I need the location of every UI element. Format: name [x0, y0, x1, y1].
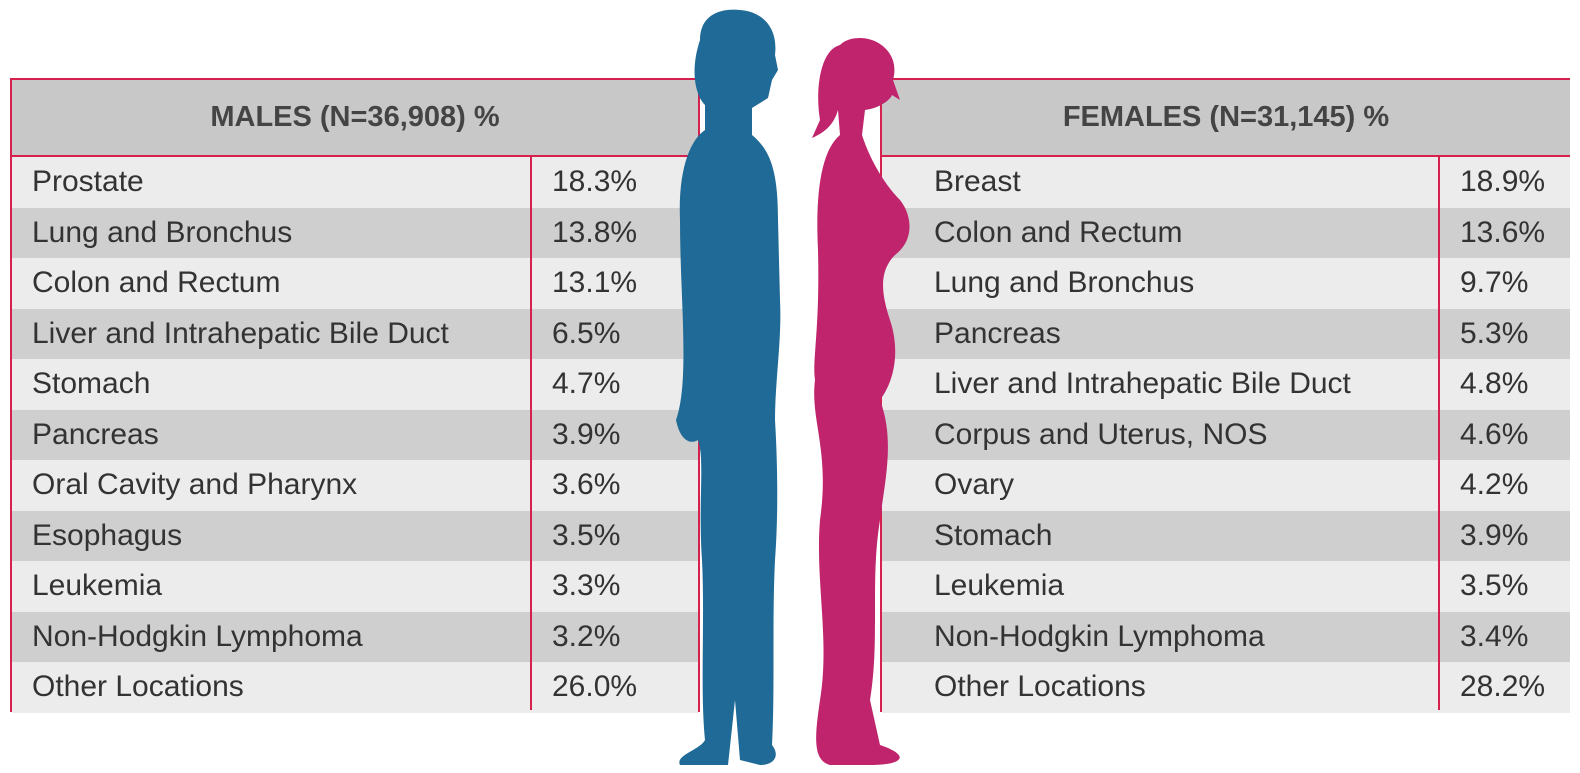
table-row: Pancreas 3.9%: [12, 409, 698, 460]
table-row: Leukemia 3.3%: [12, 561, 698, 612]
table-row: Lung and Bronchus 13.8%: [12, 207, 698, 258]
table-header: MALES (N=36,908) %: [12, 80, 698, 157]
row-label: Esophagus: [32, 518, 183, 552]
row-label: Pancreas: [934, 316, 1061, 350]
row-value: 18.9%: [1460, 165, 1546, 199]
row-value: 3.4%: [1460, 619, 1529, 653]
row-label: Ovary: [934, 468, 1015, 502]
row-label: Leukemia: [32, 569, 163, 603]
table-row: Oral Cavity and Pharynx 3.6%: [12, 460, 698, 511]
row-label: Non-Hodgkin Lymphoma: [934, 619, 1265, 653]
row-value: 3.9%: [552, 417, 621, 451]
row-value: 4.8%: [1460, 367, 1529, 401]
table-body: Breast 18.9% Colon and Rectum 13.6% Lung and…: [882, 157, 1570, 713]
table-row: Liver and Intrahepatic Bile Duct 6.5%: [12, 308, 698, 359]
row-label: Leukemia: [934, 569, 1065, 603]
table-row: Leukemia 3.5%: [882, 561, 1570, 612]
row-value: 6.5%: [552, 316, 621, 350]
row-value: 4.2%: [1460, 468, 1529, 502]
row-value: 3.2%: [552, 619, 621, 653]
row-value: 3.5%: [1460, 569, 1529, 603]
row-label: Liver and Intrahepatic Bile Duct: [32, 316, 449, 350]
row-value: 9.7%: [1460, 266, 1529, 300]
table-row: Ovary 4.2%: [882, 460, 1570, 511]
row-value: 5.3%: [1460, 316, 1529, 350]
row-value: 3.3%: [552, 569, 621, 603]
row-label: Corpus and Uterus, NOS: [934, 417, 1268, 451]
table-row: Non-Hodgkin Lymphoma 3.2%: [12, 611, 698, 662]
table-row: Esophagus 3.5%: [12, 510, 698, 561]
female-silhouette: [812, 38, 910, 765]
row-label: Lung and Bronchus: [32, 215, 293, 249]
row-label: Other Locations: [934, 670, 1146, 704]
table-row: Other Locations 28.2%: [882, 662, 1570, 713]
table-row: Pancreas 5.3%: [882, 308, 1570, 359]
row-label: Pancreas: [32, 417, 159, 451]
row-label: Breast: [934, 165, 1021, 199]
table-row: Stomach 4.7%: [12, 359, 698, 410]
row-label: Oral Cavity and Pharynx: [32, 468, 358, 502]
row-value: 3.9%: [1460, 518, 1529, 552]
row-value: 13.8%: [552, 215, 638, 249]
table-row: Lung and Bronchus 9.7%: [882, 258, 1570, 309]
table-row: Stomach 3.9%: [882, 510, 1570, 561]
row-value: 13.1%: [552, 266, 638, 300]
row-value: 26.0%: [552, 670, 638, 704]
row-value: 3.5%: [552, 518, 621, 552]
table-body: Prostate 18.3% Lung and Bronchus 13.8% Colon…: [12, 157, 698, 713]
row-label: Prostate: [32, 165, 144, 199]
column-divider: [1438, 157, 1440, 710]
row-label: Other Locations: [32, 670, 244, 704]
row-value: 13.6%: [1460, 215, 1546, 249]
row-value: 3.6%: [552, 468, 621, 502]
row-label: Non-Hodgkin Lymphoma: [32, 619, 363, 653]
table-row: Prostate 18.3%: [12, 157, 698, 208]
table-header: FEMALES (N=31,145) %: [882, 80, 1570, 157]
row-value: 4.7%: [552, 367, 621, 401]
table-row: Colon and Rectum 13.1%: [12, 258, 698, 309]
male-silhouette: [676, 9, 781, 765]
table-row: Other Locations 26.0%: [12, 662, 698, 713]
table-row: Corpus and Uterus, NOS 4.6%: [882, 409, 1570, 460]
table-row: Colon and Rectum 13.6%: [882, 207, 1570, 258]
row-label: Colon and Rectum: [934, 215, 1183, 249]
row-label: Stomach: [934, 518, 1053, 552]
males-table: MALES (N=36,908) % Prostate 18.3% Lung and…: [10, 78, 700, 713]
table-row: Liver and Intrahepatic Bile Duct 4.8%: [882, 359, 1570, 410]
row-value: 18.3%: [552, 165, 638, 199]
row-value: 4.6%: [1460, 417, 1529, 451]
row-label: Stomach: [32, 367, 151, 401]
column-divider: [530, 157, 532, 710]
row-label: Lung and Bronchus: [934, 266, 1195, 300]
females-table: FEMALES (N=31,145) % Breast 18.9% Colon an…: [880, 78, 1570, 713]
table-row: Non-Hodgkin Lymphoma 3.4%: [882, 611, 1570, 662]
row-label: Liver and Intrahepatic Bile Duct: [934, 367, 1351, 401]
row-label: Colon and Rectum: [32, 266, 281, 300]
row-value: 28.2%: [1460, 670, 1546, 704]
table-row: Breast 18.9%: [882, 157, 1570, 208]
